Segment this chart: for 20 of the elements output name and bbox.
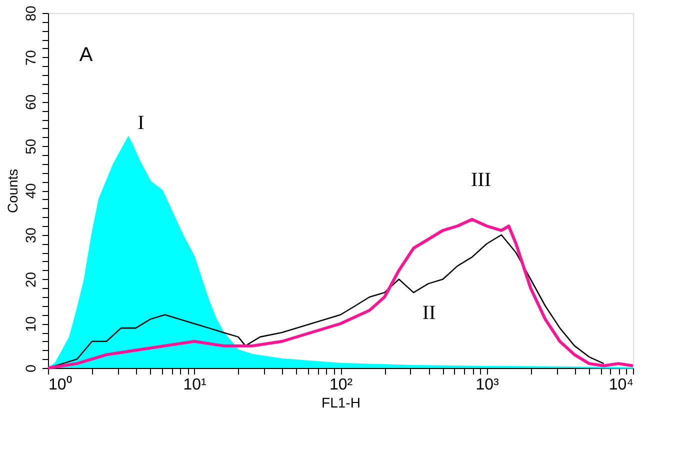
y-tick-label: 20 [22,272,38,288]
y-tick-label: 40 [22,183,38,199]
annotation: A [79,44,94,66]
y-tick-label: 50 [22,138,38,154]
annotation: III [471,169,491,191]
y-tick-label: 70 [22,50,38,66]
y-tick-label: 80 [22,6,38,22]
x-tick-label: 10⁴ [608,376,634,394]
x-tick-label: 10⁰ [48,376,72,394]
x-axis-title: FL1-H [322,394,360,410]
y-tick-label: 60 [22,94,38,110]
y-tick-label: 0 [22,364,38,372]
annotation: II [422,302,436,324]
y-tick-label: 10 [22,316,38,332]
x-tick-label: 10³ [476,376,500,394]
y-tick-label: 30 [22,227,38,244]
x-tick-label: 10² [329,376,354,394]
x-tick-label: 10¹ [183,376,206,394]
annotation: I [138,112,144,134]
y-axis-title: Counts [4,168,20,214]
